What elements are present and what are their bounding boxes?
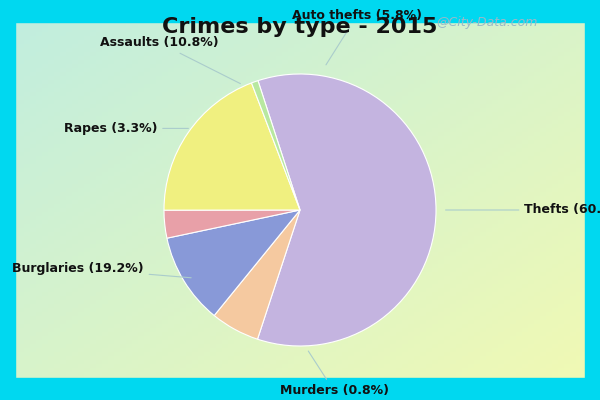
Text: Murders (0.8%): Murders (0.8%) (280, 351, 389, 397)
Text: Thefts (60.0%): Thefts (60.0%) (446, 204, 600, 216)
Bar (585, 0, 600, 400)
Wedge shape (167, 210, 300, 316)
Wedge shape (257, 74, 436, 346)
Wedge shape (214, 210, 300, 339)
Wedge shape (251, 81, 300, 210)
Text: @City-Data.com: @City-Data.com (437, 16, 538, 28)
Wedge shape (164, 210, 300, 238)
Text: Auto thefts (5.8%): Auto thefts (5.8%) (292, 9, 422, 65)
Bar (0, 378, 600, 400)
Title: Crimes by type - 2015: Crimes by type - 2015 (163, 17, 437, 37)
Text: Burglaries (19.2%): Burglaries (19.2%) (12, 262, 191, 278)
Bar (0, 0, 600, 22)
Text: Assaults (10.8%): Assaults (10.8%) (100, 36, 241, 84)
Text: Rapes (3.3%): Rapes (3.3%) (64, 122, 188, 135)
Bar (0, 0, 15, 400)
Wedge shape (164, 83, 300, 210)
